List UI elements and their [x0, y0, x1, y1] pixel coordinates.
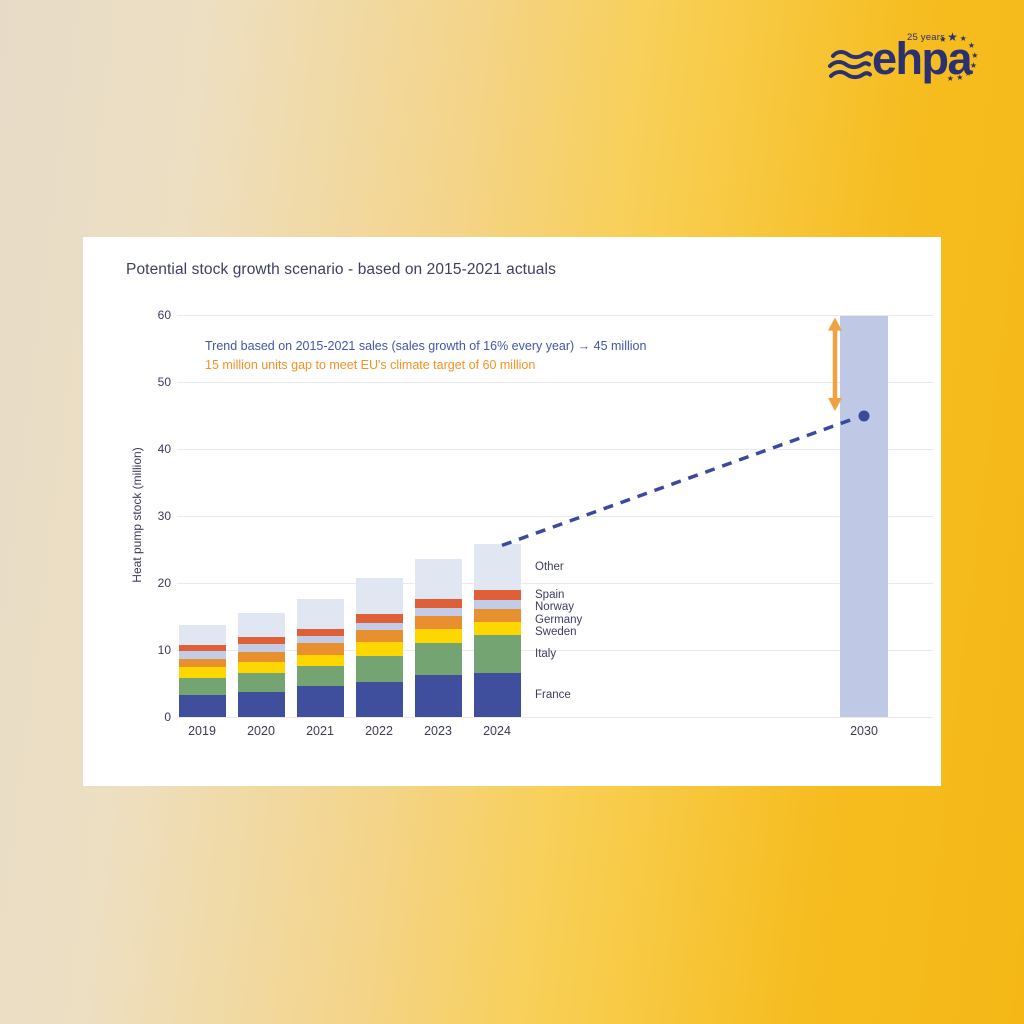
- bar-segment-sweden-2023: [414, 628, 462, 643]
- bar-segment-other-2024: [473, 544, 521, 590]
- y-tick-label: 20: [157, 575, 171, 590]
- stacked-bar-2023: [414, 559, 462, 717]
- stacked-bar-2020: [237, 613, 285, 717]
- x-tick-label-2022: 2022: [365, 724, 393, 738]
- star-icon: ★: [956, 73, 964, 83]
- gridline-20: [177, 582, 933, 584]
- legend-label-spain: Spain: [535, 588, 565, 601]
- bar-segment-france-2019: [178, 694, 226, 717]
- bar-segment-spain-2022: [355, 613, 403, 623]
- stacked-bar-2021: [296, 598, 344, 717]
- legend-label-germany: Germany: [535, 613, 583, 626]
- y-tick-label: 50: [157, 375, 171, 389]
- bar-segment-sweden-2019: [178, 666, 226, 679]
- bar-segment-italy-2024: [473, 634, 521, 673]
- x-tick-label-2019: 2019: [188, 724, 216, 738]
- bar-segment-sweden-2022: [355, 642, 403, 657]
- bar-segment-spain-2019: [178, 644, 226, 652]
- waves-icon: [828, 50, 873, 80]
- target-bar-2030: [840, 315, 888, 717]
- x-tick-label-2024: 2024: [483, 724, 511, 738]
- bar-segment-germany-2023: [414, 615, 462, 629]
- star-icon: ★: [947, 30, 958, 45]
- star-icon: ★: [946, 73, 954, 83]
- ehpa-logo: ehpa 25 years ★ ★ ★ ★ ★ ★ ★ ★ ★: [823, 20, 1003, 102]
- y-tick-label: 0: [164, 709, 171, 724]
- legend-label-france: France: [535, 688, 571, 701]
- legend-label-norway: Norway: [535, 601, 574, 614]
- bar-segment-germany-2024: [473, 608, 521, 622]
- bar-segment-sweden-2024: [473, 621, 521, 635]
- star-icon: ★: [969, 60, 978, 70]
- annotation-trend: Trend based on 2015-2021 sales (sales gr…: [205, 339, 647, 353]
- bar-segment-germany-2021: [296, 643, 344, 655]
- y-tick-label: 40: [157, 441, 171, 456]
- y-tick-label: 10: [157, 642, 171, 657]
- bar-segment-italy-2022: [355, 656, 403, 683]
- stacked-bar-2024: [473, 544, 521, 717]
- bar-segment-norway-2020: [237, 644, 285, 653]
- bar-segment-italy-2023: [414, 642, 462, 675]
- bar-segment-france-2023: [414, 674, 462, 717]
- legend-label-other: Other: [535, 561, 564, 574]
- x-tick-label-2021: 2021: [306, 724, 334, 738]
- legend-label-italy: Italy: [535, 647, 557, 660]
- bar-segment-other-2019: [178, 624, 226, 645]
- bar-segment-france-2024: [473, 672, 521, 717]
- stacked-bar-2019: [178, 624, 226, 717]
- gridline-40: [177, 448, 933, 450]
- bar-segment-norway-2023: [414, 607, 462, 616]
- bar-segment-other-2021: [296, 598, 344, 629]
- star-icon: ★: [971, 50, 979, 60]
- bar-segment-france-2022: [355, 682, 403, 717]
- bar-segment-norway-2019: [178, 651, 226, 660]
- gridline-0: [177, 716, 933, 718]
- anniversary-label: 25 years: [907, 32, 946, 43]
- bar-segment-norway-2021: [296, 636, 344, 644]
- bar-segment-spain-2024: [473, 589, 521, 600]
- gridline-30: [177, 515, 933, 517]
- bar-segment-germany-2019: [178, 659, 226, 667]
- gridline-50: [177, 382, 933, 383]
- y-tick-label: 30: [157, 508, 171, 523]
- bar-segment-germany-2022: [355, 630, 403, 643]
- x-tick-label-2030: 2030: [850, 724, 878, 738]
- chart-card: Potential stock growth scenario - based …: [83, 237, 941, 786]
- bar-segment-italy-2020: [237, 673, 285, 692]
- y-tick-label: 60: [157, 308, 171, 323]
- star-icon: ★: [959, 34, 967, 44]
- x-tick-label-2020: 2020: [247, 724, 275, 738]
- star-icon: ★: [964, 68, 972, 78]
- gridline-10: [177, 649, 933, 651]
- bar-segment-other-2020: [237, 613, 285, 638]
- bar-segment-france-2021: [296, 686, 344, 717]
- bar-segment-other-2022: [355, 577, 403, 614]
- ehpa-wordmark: ehpa: [872, 33, 973, 84]
- chart-title: Potential stock growth scenario - based …: [126, 261, 556, 278]
- trend-dashed-line: [501, 416, 857, 548]
- bar-segment-other-2023: [414, 559, 462, 599]
- bar-segment-france-2020: [237, 691, 285, 717]
- bar-segment-norway-2022: [355, 622, 403, 630]
- stacked-bar-2022: [355, 577, 403, 717]
- bar-segment-italy-2021: [296, 666, 344, 687]
- gridline-60: [177, 315, 933, 317]
- annotation-gap: 15 million units gap to meet EU's climat…: [205, 358, 536, 372]
- bar-segment-italy-2019: [178, 678, 226, 695]
- bar-segment-sweden-2020: [237, 662, 285, 674]
- bar-segment-sweden-2021: [296, 654, 344, 667]
- bar-segment-spain-2020: [237, 637, 285, 645]
- star-icon: ★: [967, 41, 975, 51]
- bar-segment-spain-2023: [414, 598, 462, 608]
- bar-segment-germany-2020: [237, 652, 285, 663]
- bar-segment-norway-2024: [473, 599, 521, 609]
- legend-label-sweden: Sweden: [535, 626, 577, 639]
- star-icon: ★: [939, 35, 947, 45]
- bar-segment-spain-2021: [296, 628, 344, 637]
- x-tick-label-2023: 2023: [424, 724, 452, 738]
